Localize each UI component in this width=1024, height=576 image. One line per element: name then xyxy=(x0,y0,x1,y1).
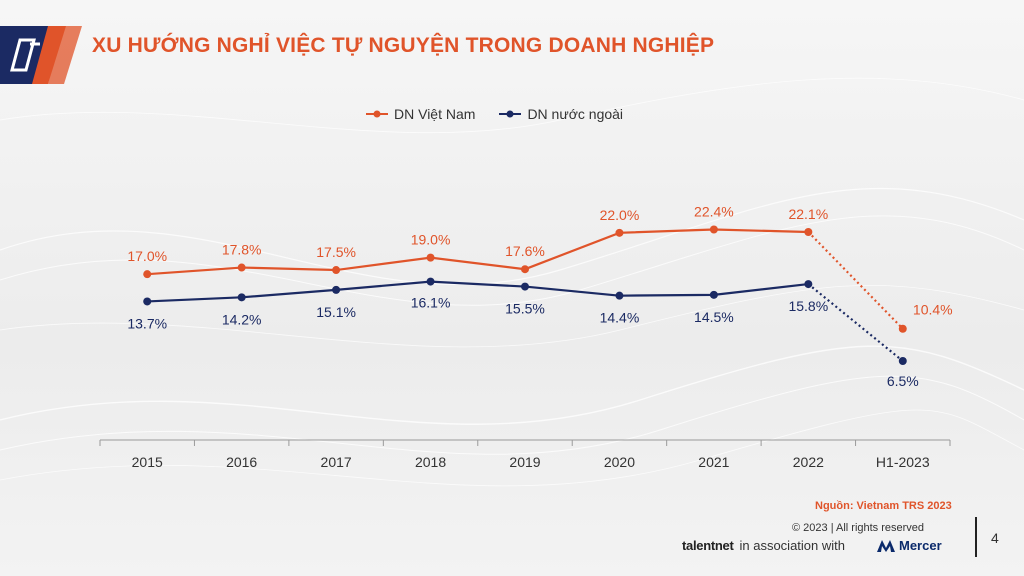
x-tick-label: 2020 xyxy=(604,454,635,470)
legend-label-dn-viet-nam: DN Việt Nam xyxy=(394,106,476,122)
data-point xyxy=(898,357,907,365)
page-number: 4 xyxy=(991,530,999,546)
data-label: 22.1% xyxy=(788,206,828,222)
data-label: 13.7% xyxy=(127,315,167,331)
x-tick-label: 2021 xyxy=(698,454,729,470)
source-note: Nguồn: Vietnam TRS 2023 xyxy=(815,500,952,512)
mercer-icon xyxy=(876,539,895,552)
data-point xyxy=(521,265,529,274)
data-point xyxy=(898,324,907,333)
data-point xyxy=(521,282,529,291)
series-line-dn-viet-nam xyxy=(147,228,809,276)
data-label: 17.5% xyxy=(316,244,356,260)
data-point xyxy=(426,277,435,286)
data-label: 17.8% xyxy=(222,242,262,258)
data-point xyxy=(615,228,624,237)
data-label: 14.4% xyxy=(600,310,640,326)
data-point xyxy=(709,290,718,299)
data-point xyxy=(332,285,341,294)
data-label: 22.4% xyxy=(694,204,734,220)
data-label: 19.0% xyxy=(411,232,451,248)
mercer-logo-text: Mercer xyxy=(898,538,942,553)
data-point xyxy=(804,280,813,289)
data-point xyxy=(143,297,152,306)
series-dotted-segment-dn-nuoc-ngoai xyxy=(807,283,904,362)
data-point xyxy=(237,263,246,272)
data-label: 14.5% xyxy=(694,309,734,325)
data-label: 15.5% xyxy=(505,301,545,317)
data-label: 14.2% xyxy=(222,311,262,327)
x-tick-label: 2018 xyxy=(415,454,446,470)
x-tick-label: 2019 xyxy=(509,454,540,470)
series-dotted-segment-dn-viet-nam xyxy=(807,231,904,330)
series-line-dn-nuoc-ngoai xyxy=(147,280,809,303)
company-logo-mark xyxy=(0,26,82,89)
footer-brand: talentnet in association with Mercer xyxy=(682,538,942,553)
x-tick-label: 2016 xyxy=(226,454,257,470)
data-label: 6.5% xyxy=(887,373,919,389)
association-text: in association with xyxy=(739,538,845,553)
legend-swatch-dn-nuoc-ngoai xyxy=(499,110,522,118)
footer-divider xyxy=(975,517,977,557)
legend-item-dn-nuoc-ngoai: DN nước ngoài xyxy=(499,106,623,122)
legend-item-dn-viet-nam: DN Việt Nam xyxy=(366,106,475,122)
x-tick-label: H1-2023 xyxy=(876,454,930,470)
data-label: 16.1% xyxy=(411,295,451,311)
x-tick-label: 2022 xyxy=(793,454,824,470)
data-point xyxy=(143,270,152,279)
copyright-text: © 2023 | All rights reserved xyxy=(792,522,925,534)
chart-legend: DN Việt Nam DN nước ngoài xyxy=(366,106,623,122)
legend-label-dn-nuoc-ngoai: DN nước ngoài xyxy=(527,106,624,122)
data-label: 15.1% xyxy=(316,304,356,320)
mercer-logo: Mercer xyxy=(876,538,942,553)
data-label: 17.0% xyxy=(127,248,167,264)
data-point xyxy=(426,253,435,262)
legend-swatch-dn-viet-nam xyxy=(366,110,388,118)
data-point xyxy=(615,291,624,300)
page-title: XU HƯỚNG NGHỈ VIỆC TỰ NGUYỆN TRONG DOANH… xyxy=(92,34,715,57)
x-tick-label: 2017 xyxy=(321,454,352,470)
data-point xyxy=(237,293,246,302)
data-point xyxy=(709,225,718,234)
data-label: 15.8% xyxy=(788,298,828,314)
talentnet-logo: talentnet xyxy=(682,538,734,553)
x-tick-label: 2015 xyxy=(132,454,163,470)
data-label: 17.6% xyxy=(505,243,545,259)
data-point xyxy=(804,227,813,236)
data-label: 22.0% xyxy=(600,207,640,223)
data-label: 10.4% xyxy=(913,302,953,318)
data-point xyxy=(332,266,341,275)
